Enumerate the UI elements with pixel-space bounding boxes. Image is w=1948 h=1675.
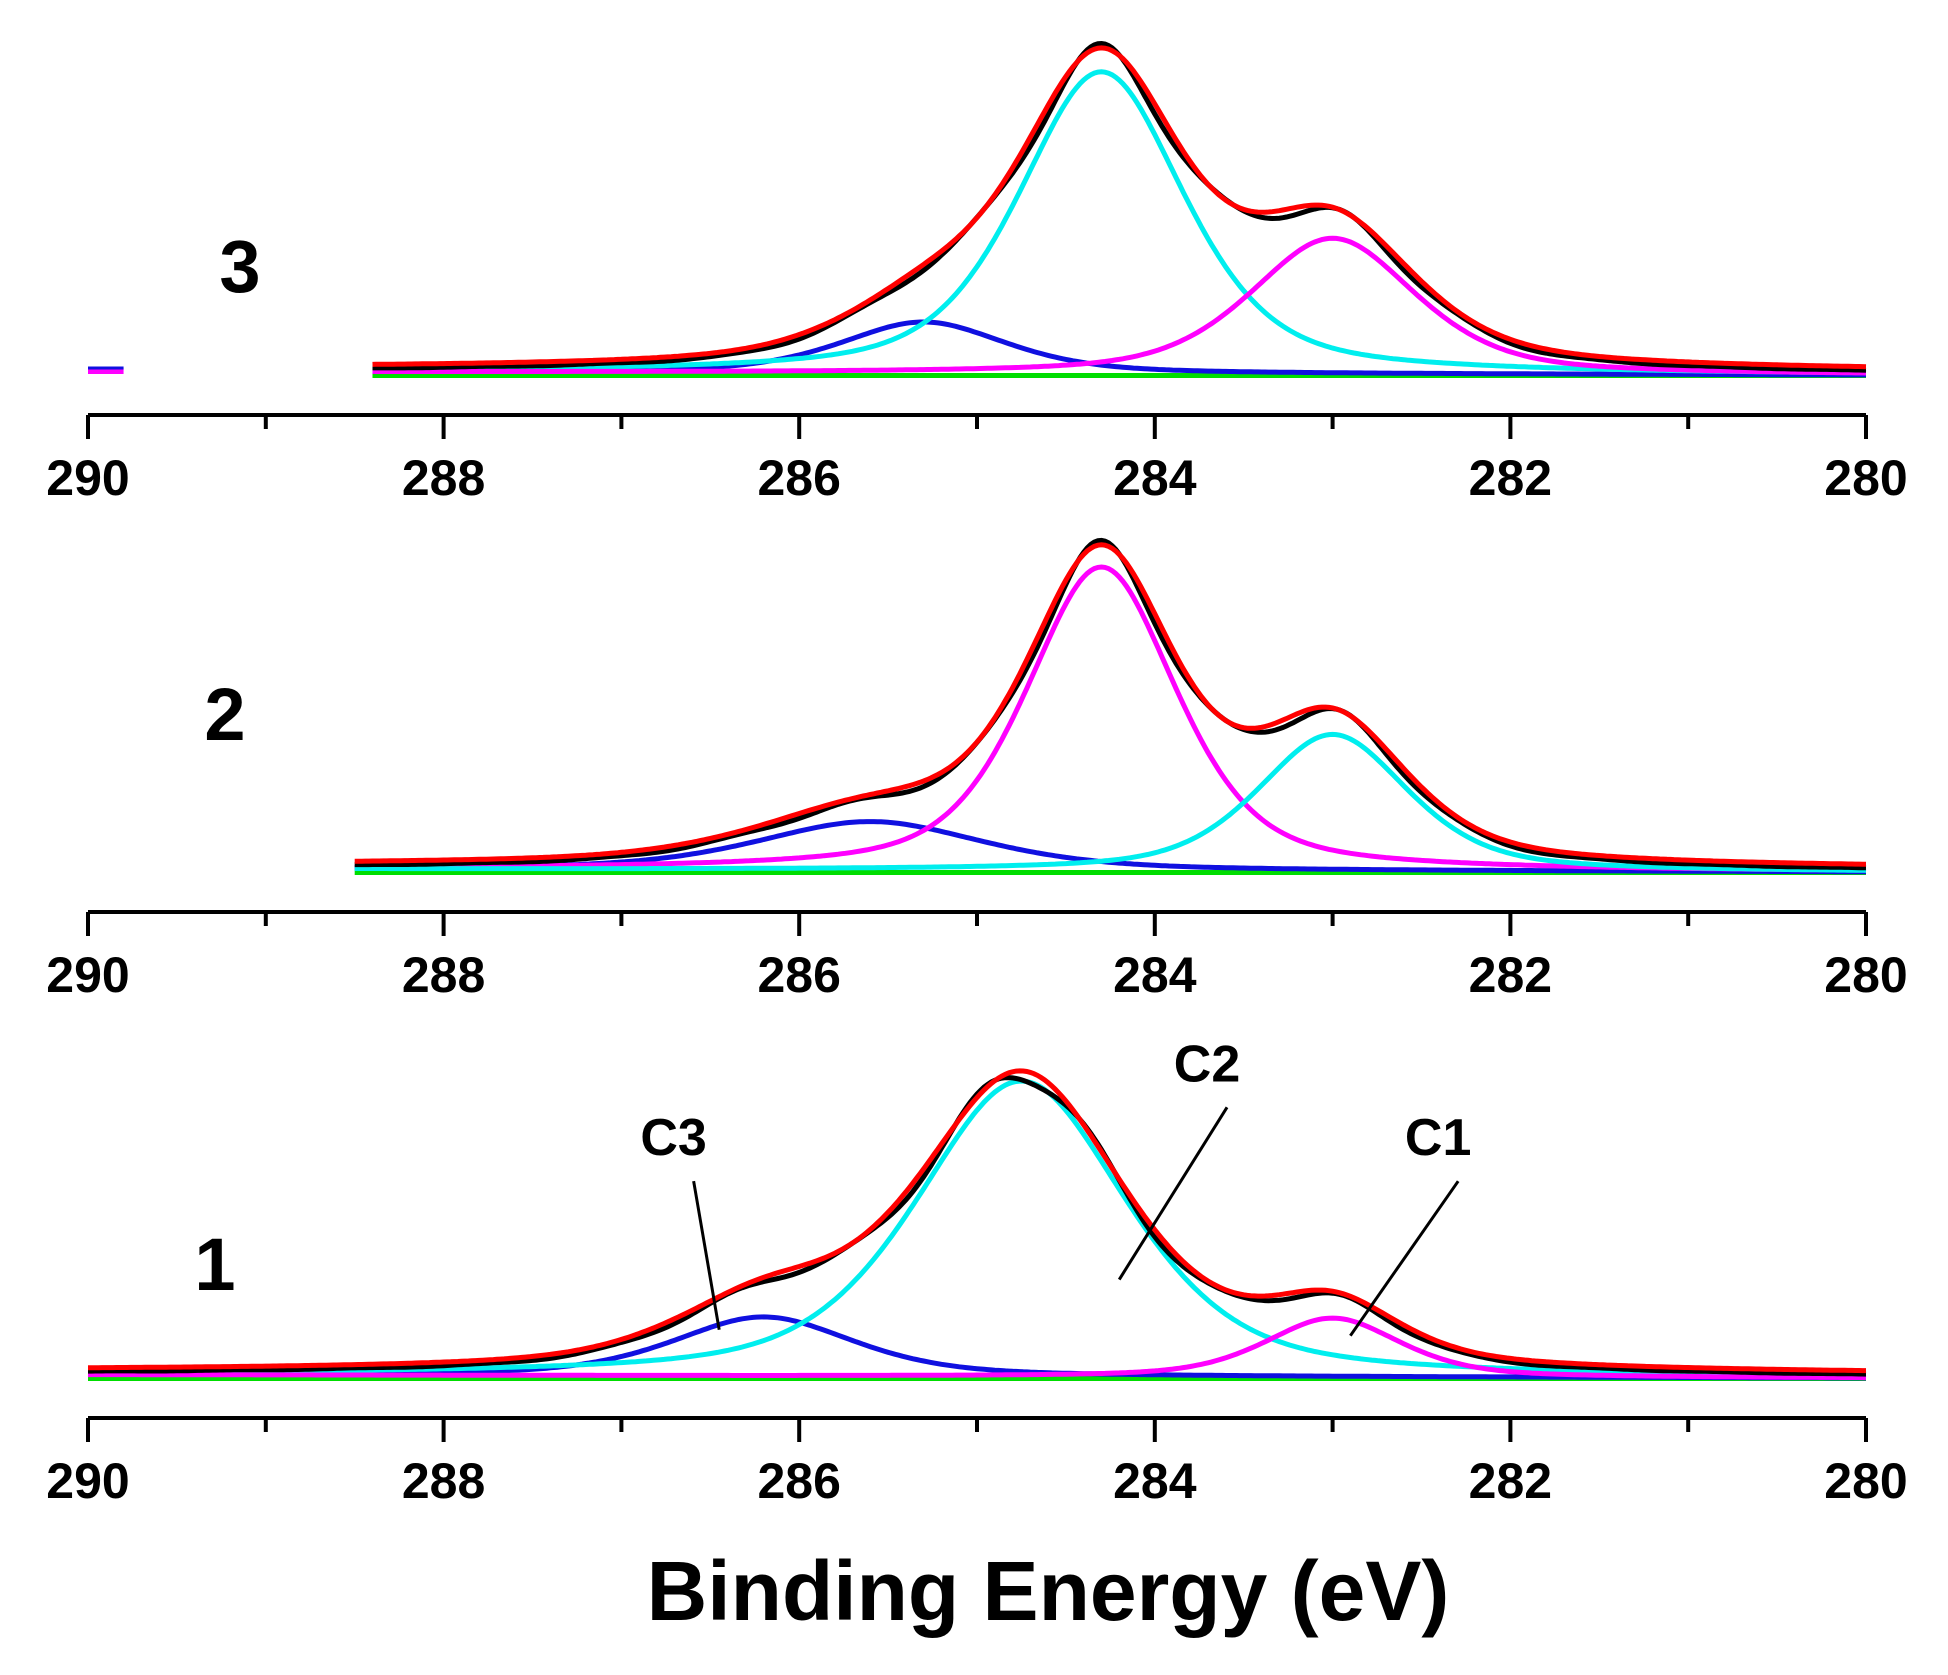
x-tick-label: 286 <box>757 1453 840 1509</box>
magenta-component-curve <box>88 1315 1866 1381</box>
panel-label: 1 <box>194 1223 235 1306</box>
cyan-component-curve <box>88 1078 1866 1378</box>
annotation-leader-line <box>1349 1180 1460 1337</box>
fit-envelope-curve <box>88 1068 1866 1374</box>
annotation-label-c3: C3 <box>640 1109 706 1167</box>
panel-3: 290 288 286 284 282 280 3 <box>46 40 1908 506</box>
x-tick-label: 286 <box>757 947 840 1003</box>
x-tick-label: 290 <box>46 450 129 506</box>
panel-1: 290 288 286 284 282 280 1 C3 C2 C1 <box>46 1035 1907 1509</box>
x-tick-label: 290 <box>46 1453 129 1509</box>
x-tick-label: 284 <box>1113 1453 1197 1509</box>
x-tick-label: 284 <box>1113 947 1197 1003</box>
x-tick-label: 288 <box>402 947 485 1003</box>
x-tick-label: 282 <box>1469 1453 1552 1509</box>
x-tick-label: 284 <box>1113 450 1197 506</box>
annotation-leader-line <box>1117 1106 1229 1281</box>
x-tick-label: 282 <box>1469 450 1552 506</box>
magenta-component-curve <box>354 564 1867 873</box>
x-tick-label: 280 <box>1824 450 1907 506</box>
fit-envelope-curve <box>354 542 1866 867</box>
x-tick-label: 280 <box>1824 947 1907 1003</box>
measured-curve <box>372 40 1867 373</box>
panel-2: 290 288 286 284 282 280 2 <box>46 537 1908 1003</box>
annotation-label-c1: C1 <box>1405 1109 1471 1167</box>
fit-envelope-curve <box>372 45 1867 370</box>
x-tick-label: 282 <box>1469 947 1552 1003</box>
cyan-component-curve <box>372 69 1867 376</box>
annotation-leader-line <box>692 1180 721 1331</box>
x-axis-title: Binding Energy (eV) <box>647 1544 1450 1638</box>
magenta-component-curve <box>372 235 1867 376</box>
panel-label: 2 <box>204 673 245 756</box>
x-tick-label: 288 <box>402 450 485 506</box>
x-tick-label: 288 <box>402 1453 485 1509</box>
x-tick-label: 290 <box>46 947 129 1003</box>
measured-curve <box>88 1075 1867 1377</box>
annotation-label-c2: C2 <box>1174 1035 1240 1093</box>
measured-curve <box>354 537 1867 871</box>
cyan-component-curve <box>354 731 1866 873</box>
panel-label: 3 <box>219 225 260 308</box>
x-tick-label: 280 <box>1824 1453 1907 1509</box>
x-tick-label: 286 <box>757 450 840 506</box>
